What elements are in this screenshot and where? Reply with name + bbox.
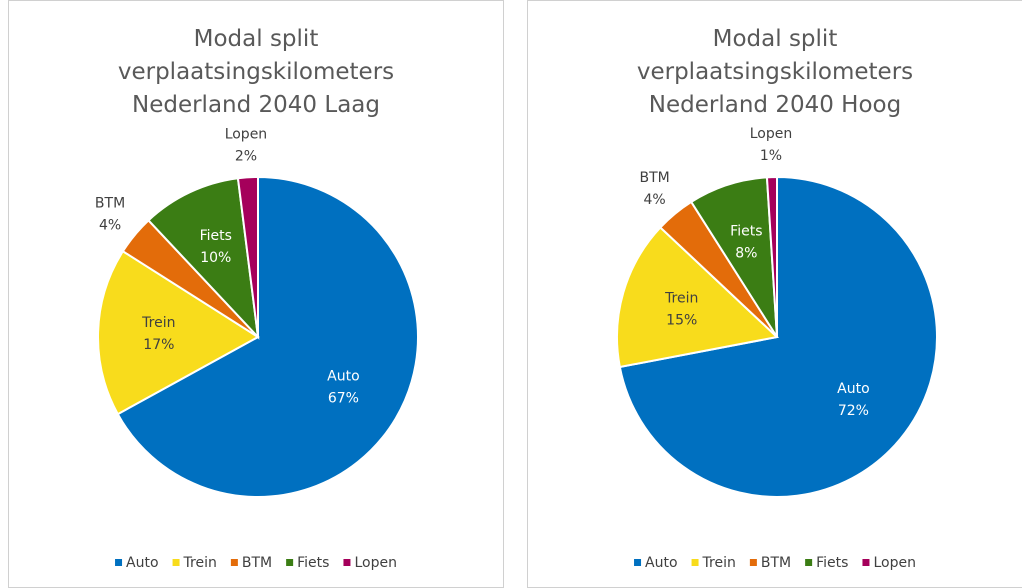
slice-value: 1%	[760, 148, 782, 164]
slice-label: BTM	[639, 170, 669, 186]
chart: Auto 72% Trein 15% BTM 4% Fiets 8% Lopen 1% Auto Tr…	[616, 126, 938, 571]
legend-swatch	[230, 559, 238, 566]
chart-title: Modal split verplaatsingskilometers Nede…	[636, 26, 914, 118]
slice-value: 2%	[235, 148, 257, 164]
slice-value: 17%	[143, 337, 174, 353]
pie-slice	[147, 177, 260, 340]
legend-swatch	[115, 559, 123, 566]
slice-label: Trein	[664, 290, 698, 306]
slice-value: 8%	[735, 246, 757, 262]
legend-label: Fiets	[297, 555, 329, 571]
pie-slice	[616, 226, 780, 369]
slice-label: Fiets	[730, 224, 762, 240]
slice-value: 15%	[666, 312, 697, 328]
legend-swatch	[172, 559, 180, 566]
legend-swatch	[862, 559, 870, 566]
slice-value: 4%	[644, 192, 666, 208]
slice-label: BTM	[95, 196, 125, 212]
legend-swatch	[286, 559, 294, 566]
pie-slice	[116, 175, 419, 498]
legend-label: Lopen	[354, 555, 397, 571]
legend-label: Auto	[645, 555, 678, 571]
legend-swatch	[634, 559, 642, 566]
legend-label: Trein	[702, 555, 736, 571]
slice-value: 67%	[328, 390, 359, 406]
legend: Auto Trein BTM Fiets Lopen	[634, 555, 916, 571]
legend-swatch	[691, 559, 699, 566]
slice-label: Lopen	[225, 126, 268, 142]
legend-label: Fiets	[816, 555, 848, 571]
pie-slice	[765, 175, 778, 338]
slice-value: 72%	[838, 403, 869, 419]
chart: Auto 67% Trein 17% BTM 4% Fiets 10% Lopen 2% Auto T…	[95, 126, 419, 571]
legend: Auto Trein BTM Fiets Lopen	[115, 555, 397, 571]
slice-value: 10%	[200, 250, 231, 266]
slice-value: 4%	[99, 218, 121, 234]
slice-label: Trein	[141, 315, 175, 331]
legend-label: Auto	[126, 555, 159, 571]
chart-panel: Modal split verplaatsingskilometers Nede…	[8, 0, 504, 588]
chart-title: Modal split verplaatsingskilometers Nede…	[117, 26, 395, 118]
legend-label: Lopen	[873, 555, 916, 571]
legend-label: Trein	[183, 555, 217, 571]
legend-swatch	[805, 559, 813, 566]
slice-label: Auto	[837, 381, 870, 397]
legend-label: BTM	[761, 555, 791, 571]
legend-swatch	[343, 559, 351, 566]
pie-slice	[236, 175, 259, 338]
slice-label: Fiets	[200, 228, 232, 244]
pie-slice	[97, 249, 260, 416]
slice-label: Auto	[327, 368, 360, 384]
chart-panel: Modal split verplaatsingskilometers Nede…	[527, 0, 1022, 588]
legend-label: BTM	[242, 555, 272, 571]
slice-label: Lopen	[750, 126, 793, 142]
legend-swatch	[749, 559, 757, 566]
